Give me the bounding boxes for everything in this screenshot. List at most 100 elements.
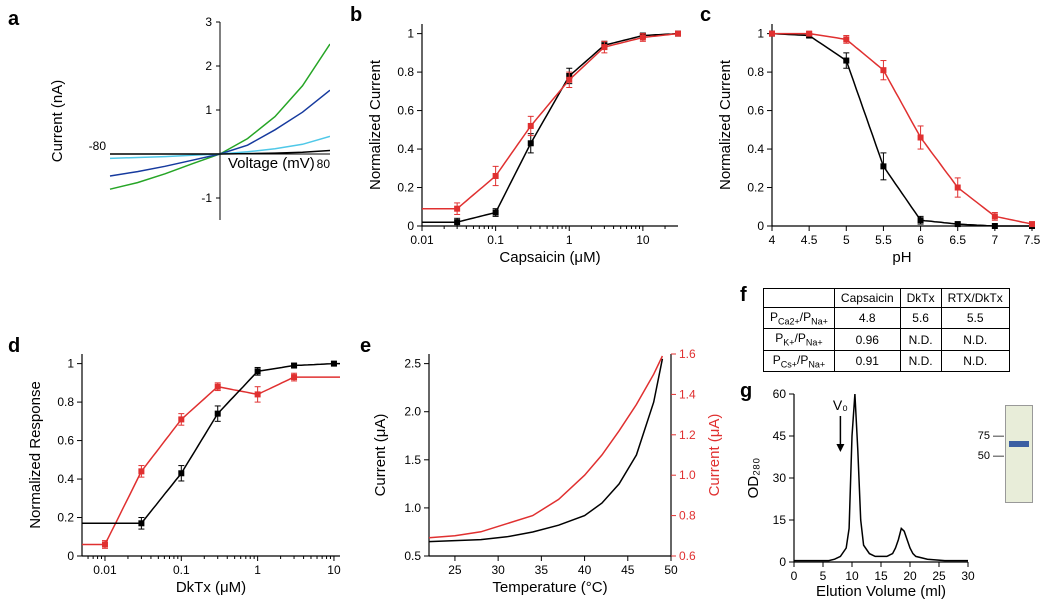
svg-text:30: 30 — [961, 569, 975, 583]
table-header: Capsaicin — [834, 289, 900, 308]
svg-text:0.1: 0.1 — [173, 563, 190, 577]
svg-text:3: 3 — [205, 15, 212, 29]
table-cell: PCa2+/PNa+ — [764, 308, 835, 329]
table-cell: N.D. — [941, 350, 1009, 371]
svg-text:1: 1 — [407, 27, 414, 41]
svg-text:0.6: 0.6 — [679, 549, 696, 563]
svg-text:Current (nA): Current (nA) — [49, 80, 66, 163]
svg-text:0.01: 0.01 — [93, 563, 117, 577]
svg-text:Normalized Current: Normalized Current — [717, 59, 734, 190]
gel-marker-75: 75 — — [968, 430, 1004, 442]
table-cell: 0.96 — [834, 329, 900, 350]
svg-text:10: 10 — [845, 569, 859, 583]
svg-text:1.5: 1.5 — [404, 453, 421, 467]
svg-text:6: 6 — [917, 233, 924, 247]
panel-e-chart: 0.51.01.52.02.50.60.81.01.21.41.62530354… — [365, 340, 735, 600]
svg-text:4.5: 4.5 — [801, 233, 818, 247]
svg-text:Elution Volume (ml): Elution Volume (ml) — [816, 583, 946, 600]
svg-text:1: 1 — [566, 233, 573, 247]
svg-text:7: 7 — [992, 233, 999, 247]
table-cell: 5.5 — [941, 308, 1009, 329]
svg-text:0.8: 0.8 — [57, 395, 74, 409]
svg-text:0.2: 0.2 — [57, 511, 74, 525]
svg-text:0.6: 0.6 — [747, 104, 764, 118]
svg-text:Current (μA): Current (μA) — [372, 414, 389, 497]
panel-f-table: CapsaicinDkTxRTX/DkTx PCa2+/PNa+4.85.65.5… — [763, 288, 1010, 372]
svg-text:0.2: 0.2 — [397, 181, 414, 195]
panel-c-chart: 00.20.40.60.8144.555.566.577.5pHNormaliz… — [710, 10, 1040, 270]
svg-text:1.0: 1.0 — [679, 468, 696, 482]
svg-text:0.8: 0.8 — [679, 509, 696, 523]
svg-text:10: 10 — [636, 233, 650, 247]
svg-text:1.4: 1.4 — [679, 387, 696, 401]
svg-text:0.4: 0.4 — [57, 472, 74, 486]
svg-text:2.5: 2.5 — [404, 357, 421, 371]
table-header: DkTx — [900, 289, 941, 308]
svg-text:5: 5 — [820, 569, 827, 583]
svg-text:0: 0 — [407, 219, 414, 233]
svg-text:2: 2 — [205, 59, 212, 73]
svg-text:1: 1 — [67, 357, 74, 371]
table-header: RTX/DkTx — [941, 289, 1009, 308]
panel-f-label: f — [740, 284, 747, 307]
panel-g-chart: 015304560051015202530Elution Volume (ml)… — [742, 384, 1050, 600]
svg-text:7.5: 7.5 — [1024, 233, 1040, 247]
svg-text:1.6: 1.6 — [679, 347, 696, 361]
svg-text:1: 1 — [205, 103, 212, 117]
svg-text:5: 5 — [843, 233, 850, 247]
svg-text:1.2: 1.2 — [679, 428, 696, 442]
svg-text:0: 0 — [779, 555, 786, 569]
svg-text:Normalized Current: Normalized Current — [367, 59, 384, 190]
svg-text:45: 45 — [773, 429, 787, 443]
svg-text:10: 10 — [327, 563, 341, 577]
table-cell: 0.91 — [834, 350, 900, 371]
svg-text:Normalized Response: Normalized Response — [27, 381, 44, 529]
svg-text:0.8: 0.8 — [747, 65, 764, 79]
svg-text:5.5: 5.5 — [875, 233, 892, 247]
svg-text:0.5: 0.5 — [404, 549, 421, 563]
svg-text:25: 25 — [448, 563, 462, 577]
svg-text:0.8: 0.8 — [397, 65, 414, 79]
svg-text:0: 0 — [757, 219, 764, 233]
table-cell: PCs+/PNa+ — [764, 350, 835, 371]
svg-text:1.0: 1.0 — [404, 501, 421, 515]
panel-d-chart: 00.20.40.60.810.010.1110DkTx (μM)Normali… — [20, 340, 350, 600]
panel-d-label: d — [8, 335, 20, 358]
svg-text:0: 0 — [791, 569, 798, 583]
svg-text:15: 15 — [874, 569, 888, 583]
svg-text:30: 30 — [773, 471, 787, 485]
svg-text:0.01: 0.01 — [410, 233, 434, 247]
svg-text:0.6: 0.6 — [397, 104, 414, 118]
svg-text:25: 25 — [932, 569, 946, 583]
svg-text:0.4: 0.4 — [397, 142, 414, 156]
svg-text:15: 15 — [773, 513, 787, 527]
panel-g-gel — [1005, 405, 1033, 503]
svg-text:OD₂₈₀: OD₂₈₀ — [745, 458, 762, 499]
svg-text:2.0: 2.0 — [404, 405, 421, 419]
svg-text:35: 35 — [535, 563, 549, 577]
svg-text:Capsaicin (μM): Capsaicin (μM) — [499, 249, 600, 266]
svg-text:30: 30 — [491, 563, 505, 577]
svg-text:0.4: 0.4 — [747, 142, 764, 156]
svg-text:4: 4 — [769, 233, 776, 247]
gel-marker-50: 50 — — [968, 450, 1004, 462]
svg-text:pH: pH — [892, 249, 911, 266]
svg-text:0: 0 — [67, 549, 74, 563]
table-cell: N.D. — [900, 350, 941, 371]
svg-text:80: 80 — [317, 157, 330, 171]
svg-text:20: 20 — [903, 569, 917, 583]
svg-text:V₀: V₀ — [833, 397, 848, 413]
svg-text:DkTx (μM): DkTx (μM) — [176, 579, 246, 596]
svg-text:-1: -1 — [201, 191, 212, 205]
table-cell: 4.8 — [834, 308, 900, 329]
svg-text:-80: -80 — [89, 139, 107, 153]
svg-text:Voltage (mV): Voltage (mV) — [228, 155, 315, 172]
table-cell: N.D. — [941, 329, 1009, 350]
table-header — [764, 289, 835, 308]
svg-text:Temperature (°C): Temperature (°C) — [492, 579, 607, 596]
table-cell: 5.6 — [900, 308, 941, 329]
svg-text:6.5: 6.5 — [949, 233, 966, 247]
svg-text:50: 50 — [664, 563, 678, 577]
svg-text:Current (μA): Current (μA) — [706, 414, 723, 497]
svg-text:0.6: 0.6 — [57, 434, 74, 448]
